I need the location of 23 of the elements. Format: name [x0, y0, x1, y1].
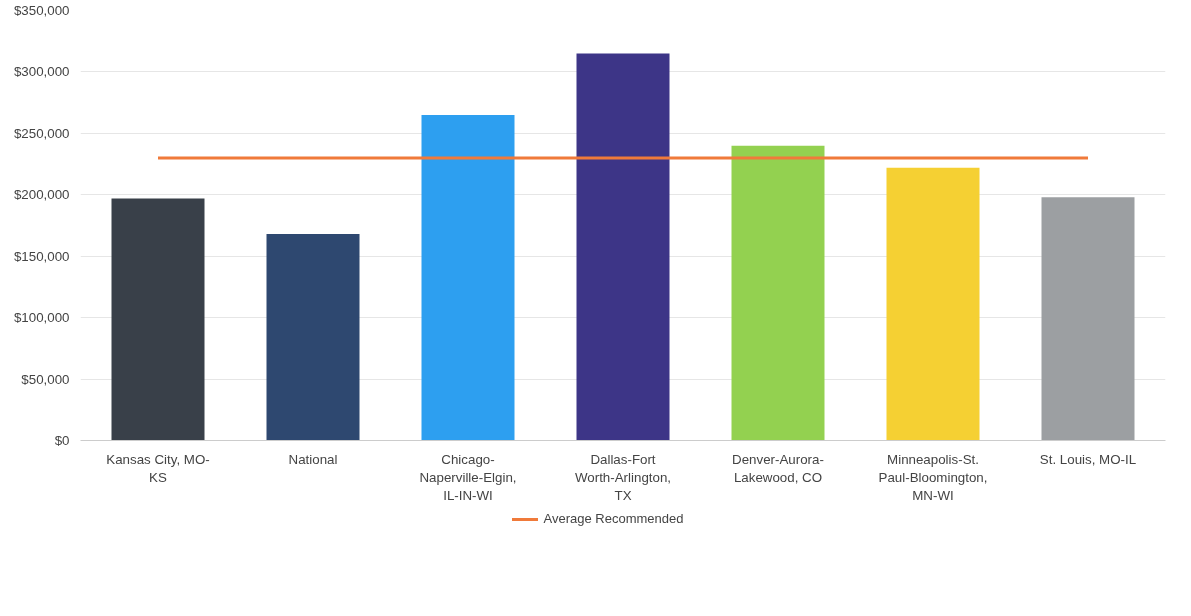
x-tick-label: Kansas City, MO-KS — [106, 451, 210, 485]
bar — [266, 234, 360, 441]
y-tick-label: $0 — [54, 433, 70, 448]
x-tick-label: Dallas-Fort Worth-Arlington, TX — [574, 451, 672, 503]
y-tick-label: $50,000 — [21, 371, 70, 387]
x-tick-label: Chicago-Naperville-Elgin, IL-IN-WI — [419, 451, 517, 503]
bar — [421, 114, 515, 441]
bar — [111, 198, 205, 441]
y-tick-label: $300,000 — [13, 64, 70, 80]
bar — [576, 53, 670, 441]
y-tick-label: $350,000 — [13, 3, 70, 18]
bar — [731, 145, 825, 441]
x-tick-label: National — [288, 451, 338, 467]
y-tick-label: $100,000 — [13, 310, 70, 326]
x-tick-label: St. Louis, MO-IL — [1039, 451, 1137, 467]
bar — [1041, 197, 1135, 441]
y-tick-label: $150,000 — [13, 248, 70, 264]
x-tick-label: Denver-Aurora-Lakewood, CO — [732, 451, 824, 485]
legend-label: Average Recommended — [542, 510, 684, 528]
bar — [886, 167, 980, 441]
x-tick-label: Minneapolis-St. Paul-Bloomington, MN-WI — [878, 451, 988, 503]
y-tick-label: $250,000 — [13, 125, 70, 141]
y-tick-label: $200,000 — [13, 187, 70, 203]
